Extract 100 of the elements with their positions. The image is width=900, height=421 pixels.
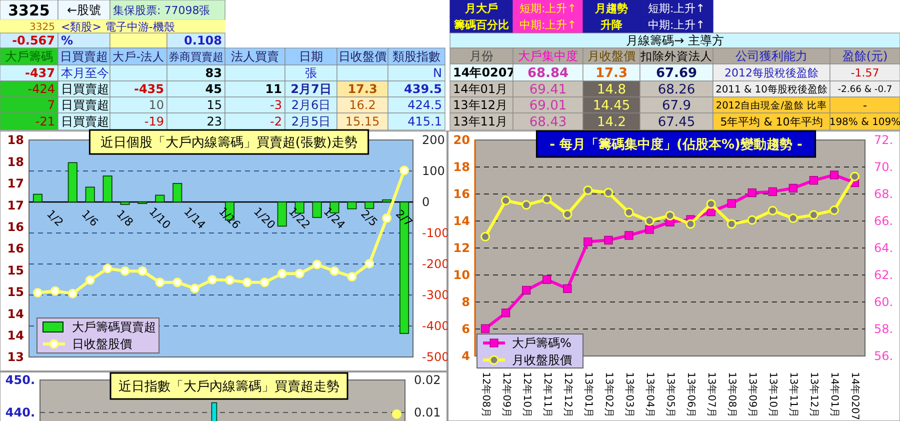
bar bbox=[277, 202, 287, 227]
text: 扣除外資法人 bbox=[640, 49, 712, 64]
text: 2月7日 bbox=[290, 82, 332, 96]
y2-tick-label: 62. bbox=[874, 268, 894, 282]
text: 68.43 bbox=[529, 115, 567, 130]
text: 本月至今 bbox=[61, 66, 109, 80]
text: 14年01月 bbox=[453, 82, 508, 96]
text: 415.1 bbox=[408, 114, 442, 129]
x-tick-label: 13年04月 bbox=[644, 372, 656, 418]
y-tick-label: 16 bbox=[7, 242, 24, 256]
text: 日期 bbox=[299, 50, 323, 64]
point bbox=[382, 213, 392, 223]
point bbox=[347, 272, 357, 282]
x-tick-label: 1/6 bbox=[78, 207, 101, 230]
x-tick-label: 1/2 bbox=[44, 207, 66, 230]
text: 11 bbox=[265, 82, 282, 96]
text: 2012自由現金/盈餘 比率 bbox=[716, 99, 828, 112]
y2-tick-label: 0.01 bbox=[414, 406, 441, 420]
text: 67.69 bbox=[656, 66, 698, 82]
text: 14.2 bbox=[597, 115, 626, 130]
text: 69.01 bbox=[529, 98, 567, 114]
legend-label: 大戶籌碼買賣超 bbox=[72, 320, 156, 334]
y-tick-label: 18 bbox=[453, 160, 470, 174]
y-tick-label: 14 bbox=[7, 328, 24, 342]
point bbox=[830, 170, 839, 180]
point bbox=[604, 236, 613, 244]
point bbox=[583, 185, 593, 195]
y-tick-label: 13 bbox=[7, 350, 24, 364]
point bbox=[624, 231, 634, 240]
x-tick-label: 13年03月 bbox=[623, 372, 636, 418]
text: -0.567 bbox=[12, 34, 55, 48]
point bbox=[85, 275, 95, 285]
y2-tick-label: 58. bbox=[874, 322, 894, 336]
y-tick-label: 4 bbox=[462, 349, 470, 364]
point bbox=[208, 275, 218, 284]
point bbox=[584, 237, 592, 246]
text: 中期:上升↑ bbox=[648, 18, 705, 32]
text: 日買賣超 bbox=[61, 82, 109, 96]
x-tick-label: 2/5 bbox=[358, 207, 380, 230]
point bbox=[850, 172, 860, 182]
point bbox=[665, 210, 675, 220]
text: - bbox=[863, 98, 868, 112]
text: 5年平均 & 10年平均 bbox=[720, 115, 823, 128]
text: 13年11月 bbox=[453, 114, 508, 129]
point bbox=[501, 196, 511, 206]
text: 公司獲利能力 bbox=[736, 49, 808, 64]
text: 3325 bbox=[30, 22, 55, 33]
legend-label: 月收盤股價 bbox=[512, 353, 572, 368]
point bbox=[542, 194, 552, 204]
x-tick-label: 13年11月 bbox=[788, 372, 800, 418]
text: 大戶集中度 bbox=[518, 49, 578, 64]
point bbox=[748, 188, 756, 198]
y2-tick-label: 60. bbox=[874, 295, 894, 310]
point bbox=[542, 275, 552, 284]
point bbox=[260, 278, 270, 288]
text: -21 bbox=[35, 114, 55, 129]
y2-tick-label: 64. bbox=[874, 241, 894, 256]
text: 集保股票: 77098張 bbox=[113, 4, 210, 17]
point bbox=[788, 184, 798, 192]
bar bbox=[155, 194, 165, 202]
text: 日買賣超 bbox=[61, 114, 109, 129]
text: N bbox=[433, 66, 442, 80]
x-tick-label: 13年07月 bbox=[706, 372, 718, 418]
text: 大戶籌碼 bbox=[5, 50, 53, 64]
text: 2011 & 10每股稅後盈餘 bbox=[716, 83, 828, 96]
text: 短期:上升↑ bbox=[648, 2, 705, 16]
text: 月趨勢 bbox=[594, 2, 628, 16]
text: 67.45 bbox=[658, 115, 696, 130]
point bbox=[224, 275, 234, 285]
bar bbox=[172, 183, 182, 202]
text: 198% & 109% bbox=[829, 117, 900, 128]
y-tick-label: 20 bbox=[453, 133, 470, 148]
x-tick-label: 12年10月 bbox=[520, 372, 533, 418]
bar bbox=[85, 186, 95, 202]
text: 盈餘(元) bbox=[842, 49, 888, 64]
point bbox=[364, 258, 374, 268]
y-tick-label: 440. bbox=[5, 406, 35, 420]
x-tick-label: 13年08月 bbox=[726, 372, 738, 418]
bar bbox=[68, 162, 78, 202]
x-tick-label: 13年02月 bbox=[602, 372, 615, 418]
text: 10 bbox=[148, 98, 164, 112]
y-tick-label: 10 bbox=[453, 268, 470, 282]
y-tick-label: 14 bbox=[7, 306, 24, 321]
y2-tick-label: 68. bbox=[874, 187, 894, 202]
point bbox=[768, 187, 777, 196]
point bbox=[50, 286, 60, 296]
text: 67.9 bbox=[662, 98, 691, 114]
text: 張 bbox=[305, 66, 317, 80]
text: 類股指數 bbox=[392, 50, 440, 64]
text: ←股號 bbox=[66, 3, 102, 18]
text: 3325 bbox=[8, 1, 50, 20]
y2-tick-label: 200 bbox=[422, 133, 445, 148]
point bbox=[294, 268, 304, 278]
text: 月線籌碼→ 主導方 bbox=[626, 34, 724, 48]
point bbox=[312, 260, 322, 270]
text: -437 bbox=[24, 66, 55, 80]
point bbox=[726, 219, 736, 229]
text: 券商買賣超 bbox=[168, 50, 224, 64]
x-tick-label: 12年11月 bbox=[541, 372, 554, 418]
text: 23 bbox=[206, 114, 222, 129]
